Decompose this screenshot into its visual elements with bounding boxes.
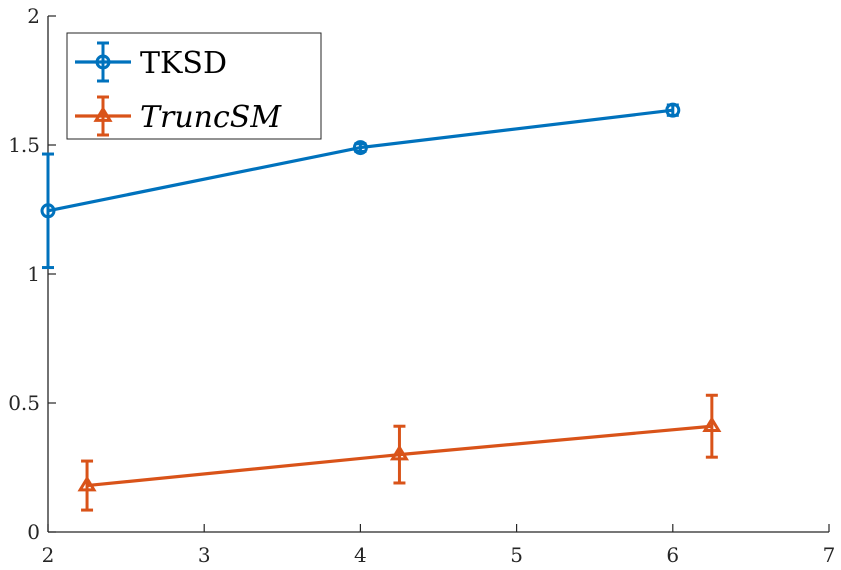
legend: TKSD TruncSM [66, 32, 322, 140]
data-point [352, 140, 368, 156]
y-tick-label: 1 [27, 262, 40, 286]
x-tick-label: 4 [354, 543, 367, 567]
data-point [665, 102, 681, 118]
x-tick-label: 6 [666, 543, 679, 567]
legend-swatch-marker [95, 54, 111, 70]
x-tick-label: 5 [510, 543, 523, 567]
data-point [77, 475, 97, 492]
ticks: 2 3 4 5 6 7 0 0.5 1 1.5 2 [8, 4, 835, 567]
x-tick-label: 7 [823, 543, 836, 567]
y-tick-label: 1.5 [8, 133, 40, 157]
legend-swatch-marker [93, 106, 113, 122]
error-bar [393, 424, 406, 485]
series-truncsm [77, 393, 722, 512]
error-bar [81, 459, 94, 512]
data-point [702, 416, 722, 433]
error-bar [705, 393, 718, 459]
legend-label: TKSD [140, 46, 227, 81]
data-point [40, 203, 56, 219]
x-tick-label: 2 [42, 543, 55, 567]
legend-entry: TruncSM [75, 95, 282, 137]
y-tick-label: 2 [27, 4, 40, 28]
legend-entries: TKSD TruncSM [75, 41, 282, 137]
data-point [389, 444, 410, 461]
x-tick-label: 3 [198, 543, 211, 567]
y-tick-label: 0 [27, 520, 40, 544]
plot-area [40, 102, 722, 512]
series-tksd [40, 102, 681, 270]
legend-entry: TKSD [75, 41, 227, 83]
y-tick-label: 0.5 [8, 391, 40, 415]
legend-label: TruncSM [140, 100, 282, 135]
error-bar [42, 152, 54, 270]
